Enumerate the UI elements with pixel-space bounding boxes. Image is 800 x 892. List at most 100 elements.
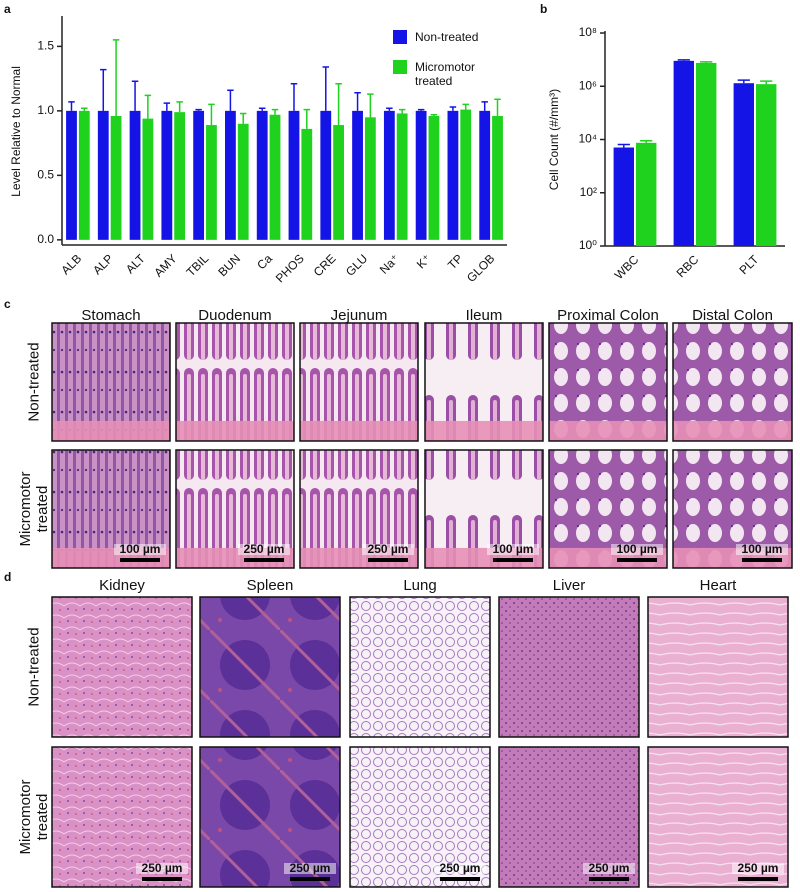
error-bar (227, 89, 234, 111)
error-bar (737, 79, 750, 84)
error-bar (322, 66, 330, 111)
x-tick-label: GLOB (464, 251, 497, 284)
scale-bar-bg (434, 863, 486, 874)
error-bar (398, 108, 406, 114)
column-title: Proximal Colon (557, 307, 659, 324)
micrograph-border (548, 449, 668, 569)
x-tick-label: ALB (58, 251, 84, 277)
bar (460, 109, 472, 240)
bar (142, 118, 154, 240)
micrograph-border (424, 322, 544, 442)
bar (225, 110, 236, 240)
error-bar (386, 107, 393, 111)
bar (479, 110, 491, 240)
x-tick-label: ALP (90, 251, 116, 277)
error-bar (290, 83, 298, 111)
muscle-layer (673, 420, 792, 441)
error-bar (81, 107, 88, 111)
bar (733, 83, 754, 247)
x-tick-label: RBC (674, 252, 702, 280)
bar (383, 110, 395, 240)
column-title: Ileum (465, 307, 503, 324)
micrograph-border (175, 322, 295, 442)
muscle-layer (425, 420, 543, 441)
micrograph-border (647, 596, 789, 738)
micrograph (350, 597, 490, 737)
x-tick-label: PHOS (273, 251, 307, 285)
scale-bar-label: 250 µm (589, 861, 630, 875)
micrograph-border (51, 449, 171, 569)
bar (415, 110, 427, 240)
y-axis-label: Level Relative to Normal (9, 66, 23, 197)
y-tick-label: 0.0 (37, 232, 54, 246)
error-bar (617, 143, 630, 148)
bar (174, 112, 186, 240)
micrograph-border (498, 746, 640, 888)
scale-bar-label: 100 µm (493, 542, 534, 556)
scale-bar-bg (114, 544, 166, 555)
micrograph-border (349, 596, 491, 738)
scale-bar-bg (136, 863, 188, 874)
micrograph-border (672, 322, 793, 442)
micrograph-border (299, 322, 419, 442)
error-bar (700, 61, 713, 63)
y-tick-label: 1.0 (37, 103, 54, 117)
row-label: Non-treated (25, 342, 43, 422)
scale-bar-label: 250 µm (440, 861, 481, 875)
error-bar (640, 139, 653, 143)
bar (269, 114, 281, 240)
column-title: Lung (403, 577, 437, 594)
bar (66, 110, 77, 240)
bar (636, 142, 657, 246)
error-bar (68, 101, 75, 111)
y-tick-label: 1.5 (37, 39, 54, 53)
y-tick-label: 10² (580, 185, 597, 199)
bar (237, 123, 249, 240)
bar (352, 110, 363, 240)
bar (320, 110, 332, 240)
y-axis-label: Cell Count (#/mm³) (547, 89, 561, 190)
legend-swatch (393, 30, 407, 44)
column-title: Distal Colon (692, 307, 773, 324)
error-bar (163, 102, 171, 111)
legend-label: Micromotor treated (415, 60, 476, 88)
scale-bar-label: 250 µm (244, 542, 285, 556)
bar (129, 110, 141, 240)
error-bar (271, 108, 279, 115)
bar (673, 60, 694, 246)
y-tick-label: 10⁶ (579, 78, 597, 92)
bar (256, 110, 268, 240)
bar (447, 110, 459, 240)
y-tick-label: 0.5 (37, 168, 54, 182)
column-title: Jejunum (330, 307, 388, 324)
row-label: Micromotor treated (17, 779, 51, 855)
scale-bar-bg (736, 544, 788, 555)
micrograph (648, 597, 788, 737)
row-label: Non-treated (25, 627, 43, 707)
bar (161, 110, 173, 240)
muscle-layer (300, 420, 418, 441)
micrograph (200, 597, 340, 737)
scale-bar-label: 100 µm (120, 542, 161, 556)
bar (696, 62, 717, 246)
column-title: Stomach (81, 307, 141, 324)
x-tick-label: PLT (737, 252, 762, 277)
error-bar (112, 39, 120, 117)
error-bar (367, 93, 374, 118)
x-tick-label: TBIL (184, 251, 212, 279)
x-tick-label: GLU (343, 251, 370, 278)
column-title: Liver (552, 577, 586, 594)
error-bar (335, 83, 342, 126)
micrograph-border (51, 596, 193, 738)
bar (301, 128, 313, 240)
row-label: Micromotor treated (17, 471, 51, 547)
micrograph-border (51, 746, 193, 888)
panel-label: a (4, 2, 11, 16)
error-bar (760, 80, 773, 85)
bar (288, 110, 300, 240)
micrograph-border (498, 596, 640, 738)
x-tick-label: Ca (254, 251, 275, 272)
scale-bar-bg (583, 863, 635, 874)
